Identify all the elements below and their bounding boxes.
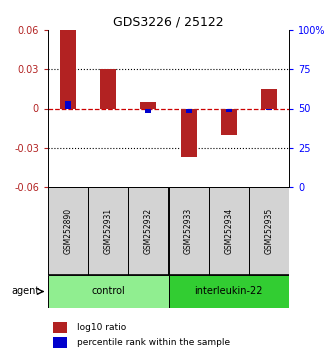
Bar [249, 187, 289, 275]
Bar [209, 187, 249, 275]
Bar [180, 108, 197, 157]
Bar [60, 30, 76, 108]
Bar [88, 187, 128, 275]
Text: agent: agent [11, 286, 39, 297]
Bar [48, 187, 88, 275]
Bar [140, 102, 157, 108]
Text: log10 ratio: log10 ratio [77, 323, 126, 332]
Bar [261, 89, 277, 108]
Bar [100, 69, 116, 108]
Bar [186, 108, 192, 113]
Bar [266, 108, 272, 110]
Text: interleukin-22: interleukin-22 [195, 286, 263, 297]
Bar [65, 101, 71, 108]
Title: GDS3226 / 25122: GDS3226 / 25122 [113, 16, 224, 29]
Bar [53, 337, 67, 348]
Bar [128, 187, 168, 275]
Bar [221, 108, 237, 135]
Text: GSM252931: GSM252931 [104, 208, 113, 254]
Text: percentile rank within the sample: percentile rank within the sample [77, 338, 230, 347]
Text: control: control [91, 286, 125, 297]
Text: GSM252932: GSM252932 [144, 208, 153, 254]
Text: GSM252934: GSM252934 [224, 208, 233, 254]
Text: GSM252890: GSM252890 [64, 208, 72, 254]
Text: GSM252933: GSM252933 [184, 208, 193, 254]
Bar [145, 108, 151, 113]
Bar [53, 322, 67, 333]
Bar [48, 275, 168, 308]
Bar [226, 108, 232, 112]
Bar [168, 275, 289, 308]
Text: GSM252935: GSM252935 [264, 208, 273, 254]
Bar [168, 187, 209, 275]
